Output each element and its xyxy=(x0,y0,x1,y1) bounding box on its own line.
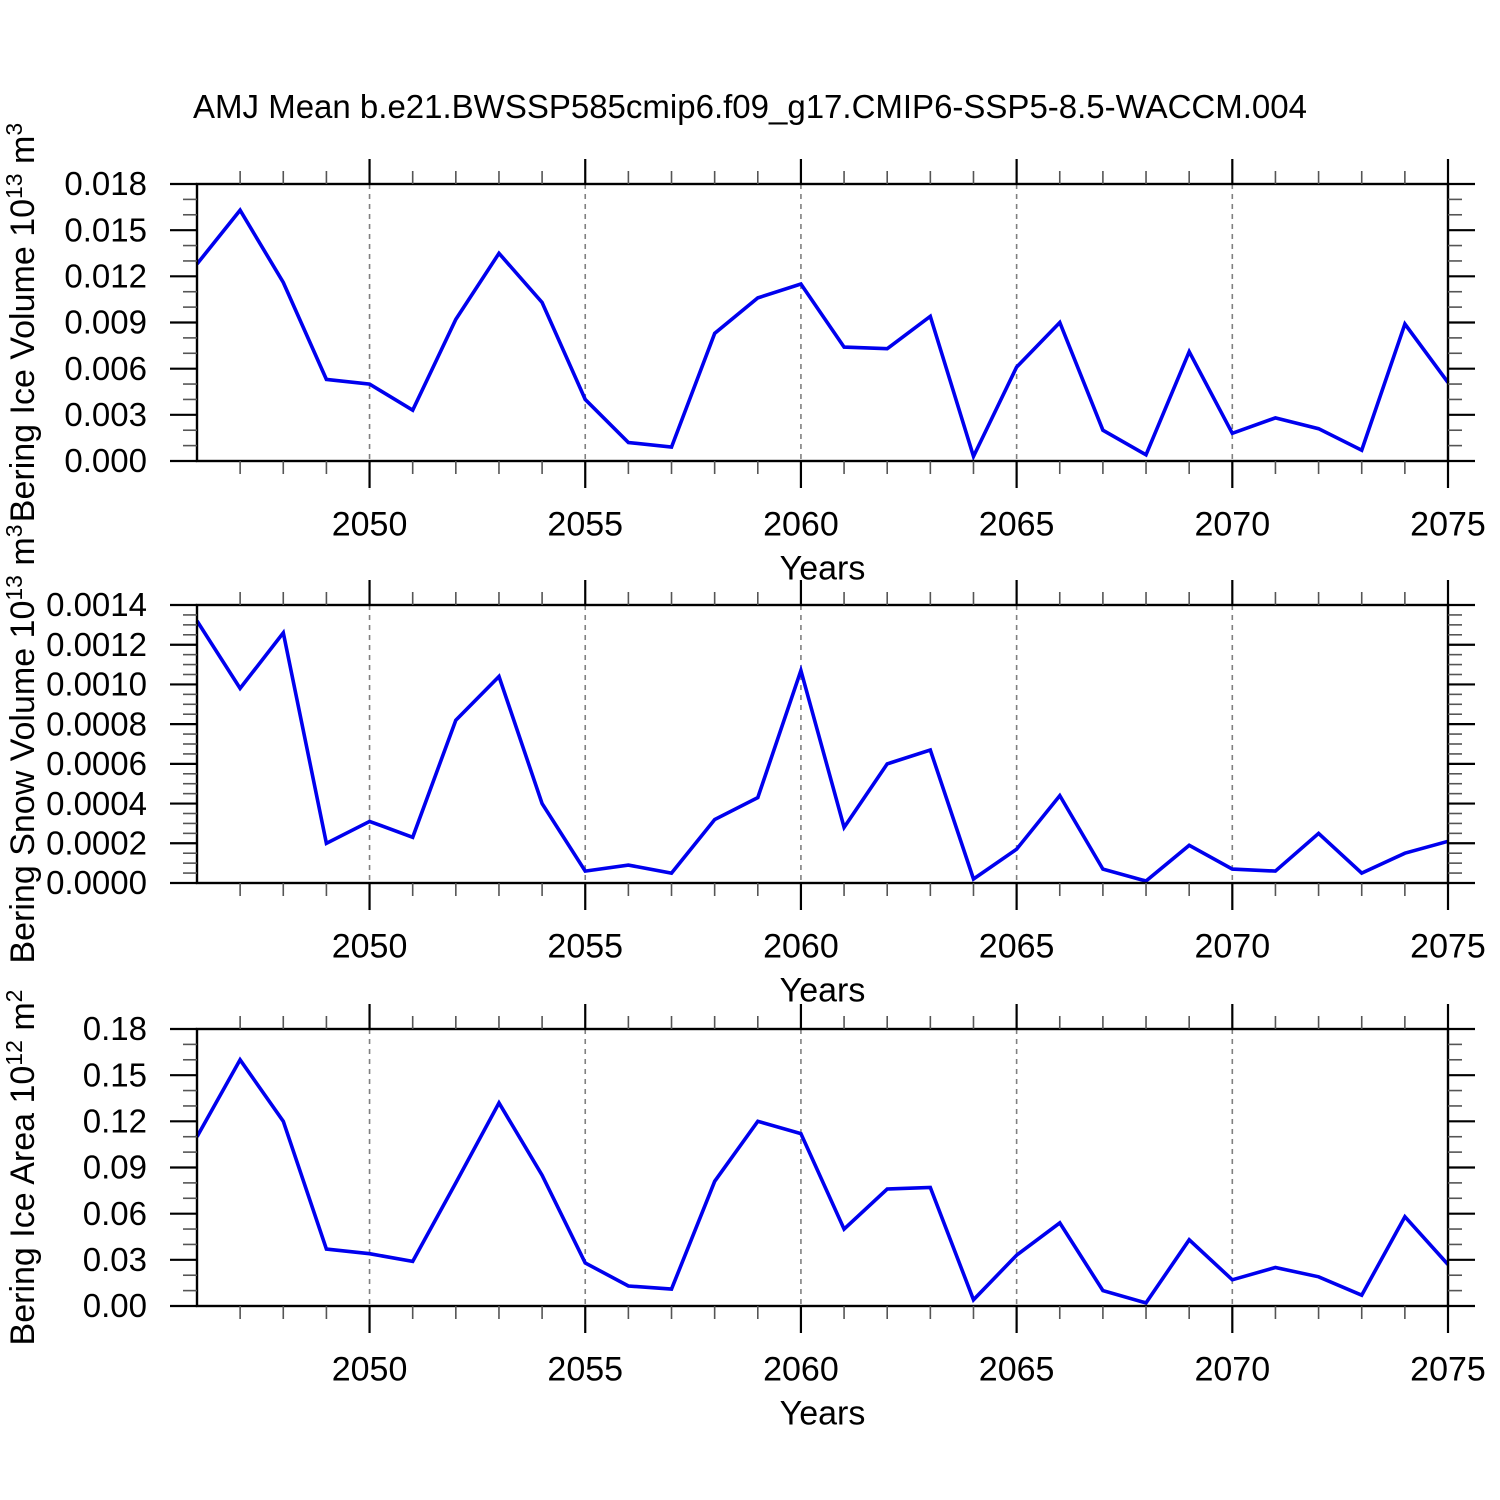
y-tick-label: 0.018 xyxy=(64,165,147,202)
y-tick-label: 0.0006 xyxy=(46,745,147,782)
y-tick-label: 0.15 xyxy=(83,1056,147,1093)
x-axis-label: Years xyxy=(780,1395,866,1433)
y-tick-label: 0.00 xyxy=(83,1287,147,1324)
y-tick-label: 0.12 xyxy=(83,1103,147,1140)
y-tick-label: 0.0010 xyxy=(46,666,147,703)
y-tick-label: 0.06 xyxy=(83,1195,147,1232)
x-tick-label: 2055 xyxy=(547,928,623,966)
x-tick-label: 2060 xyxy=(763,506,839,544)
x-tick-label: 2050 xyxy=(332,506,408,544)
x-tick-label: 2050 xyxy=(332,1351,408,1389)
panel-bering-ice-area: 0.00 0.03 0.06 0.09 0.12 0.15 0.18 2050 2055 2060… xyxy=(1,990,1486,1433)
y-tick-label: 0.012 xyxy=(64,258,147,295)
y-tick-label: 0.006 xyxy=(64,350,147,387)
x-tick-label: 2065 xyxy=(979,928,1055,966)
y-tick-label: 0.0014 xyxy=(46,586,147,623)
y-tick-label: 0.0008 xyxy=(46,705,147,742)
x-tick-label: 2065 xyxy=(979,1351,1055,1389)
x-tick-label: 2070 xyxy=(1194,506,1270,544)
x-tick-label: 2075 xyxy=(1410,506,1486,544)
x-tick-label: 2060 xyxy=(763,1351,839,1389)
panel-frame xyxy=(195,1027,1450,1308)
y-tick-label: 0.09 xyxy=(83,1149,147,1186)
y-tick-label: 0.18 xyxy=(83,1010,147,1047)
y-axis-label: Bering Ice Area 1012 m2 xyxy=(1,990,42,1346)
x-tick-label: 2070 xyxy=(1194,928,1270,966)
x-tick-label: 2055 xyxy=(547,506,623,544)
x-tick-label: 2060 xyxy=(763,928,839,966)
y-tick-label: 0.015 xyxy=(64,211,147,248)
y-tick-label: 0.000 xyxy=(64,442,147,479)
x-axis-label: Years xyxy=(780,972,866,1010)
y-axis-label: Bering Snow Volume 1013 m3 xyxy=(1,524,42,963)
figure-title: AMJ Mean b.e21.BWSSP585cmip6.f09_g17.CMI… xyxy=(193,88,1307,125)
y-tick-label: 0.03 xyxy=(83,1241,147,1278)
panel-bering-ice-volume: 0.000 0.003 0.006 0.009 0.012 0.015 0.018 2050 2… xyxy=(1,123,1486,588)
panel-bering-snow-volume: 0.00000.00020.00040.00060.00080.00100.00… xyxy=(1,524,1486,1009)
x-tick-label: 2075 xyxy=(1410,1351,1486,1389)
data-line xyxy=(195,619,1449,883)
x-tick-label: 2055 xyxy=(547,1351,623,1389)
x-tick-label: 2075 xyxy=(1410,928,1486,966)
y-tick-label: 0.0002 xyxy=(46,825,147,862)
y-tick-label: 0.0000 xyxy=(46,864,147,901)
x-tick-label: 2065 xyxy=(979,506,1055,544)
y-tick-label: 0.003 xyxy=(64,396,147,433)
y-axis-label: Bering Ice Volume 1013 m3 xyxy=(1,123,42,522)
y-tick-label: 0.009 xyxy=(64,304,147,341)
x-tick-label: 2050 xyxy=(332,928,408,966)
panel-frame xyxy=(195,182,1450,463)
data-line xyxy=(195,207,1450,462)
y-tick-label: 0.0012 xyxy=(46,626,147,663)
x-axis-label: Years xyxy=(780,550,866,588)
y-tick-label: 0.0004 xyxy=(46,785,147,822)
data-line xyxy=(195,1056,1450,1305)
x-tick-label: 2070 xyxy=(1194,1351,1270,1389)
